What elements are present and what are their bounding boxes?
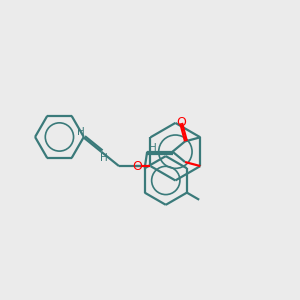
Text: H: H (149, 142, 157, 153)
Text: O: O (133, 160, 142, 172)
Text: H: H (100, 153, 108, 163)
Text: O: O (177, 116, 187, 128)
Text: H: H (76, 127, 84, 136)
